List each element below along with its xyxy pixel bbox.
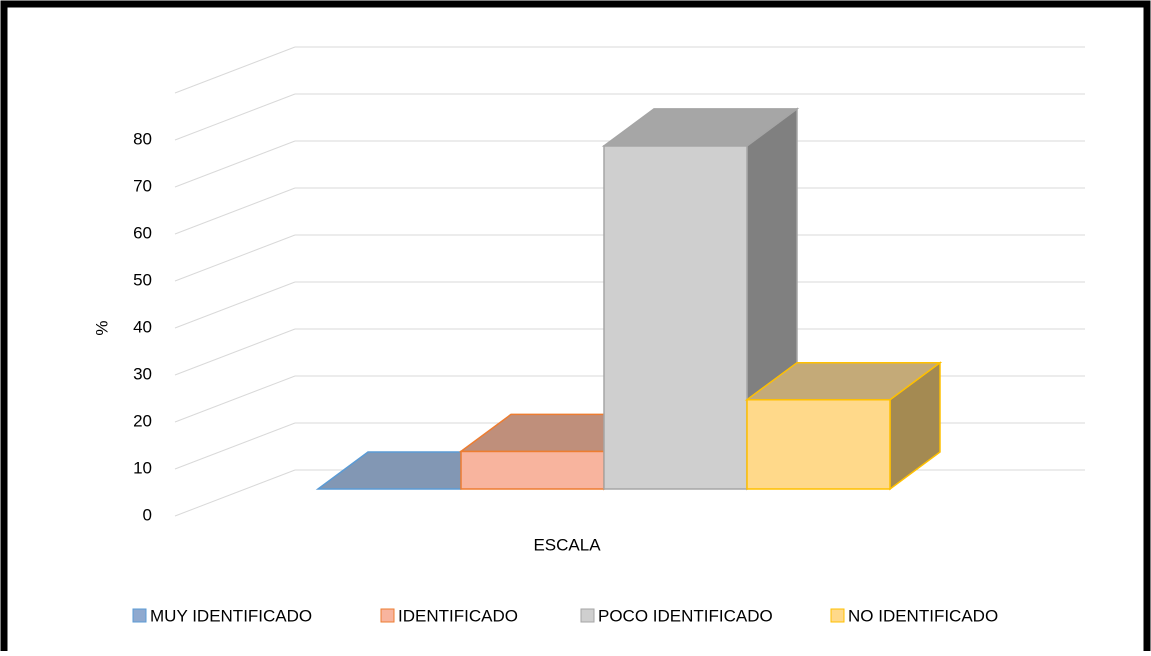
grid-line [174,187,296,235]
bar-front [460,450,605,490]
legend-label: IDENTIFICADO [398,606,518,625]
legend-swatch [830,608,845,623]
y-axis-label: % [92,320,111,335]
legend-label: NO IDENTIFICADO [848,606,998,625]
grid-line [174,140,296,188]
bar [601,107,800,491]
plot-top [174,46,296,94]
y-tick-label: 30 [133,364,152,383]
legend-swatch [132,608,147,623]
grid-line [174,281,296,329]
x-axis-label: ESCALA [533,535,601,554]
y-tick-label: 10 [133,458,152,477]
grid-line [174,375,296,423]
grid-line [174,93,296,141]
legend-swatch [380,608,395,623]
bar-front [603,145,748,490]
legend-label: POCO IDENTIFICADO [598,606,773,625]
y-tick-label: 20 [133,411,152,430]
y-tick-label: 50 [133,270,152,289]
legend-label: MUY IDENTIFICADO [150,606,312,625]
y-tick-label: 80 [133,129,152,148]
bar [744,361,943,491]
grid-line [174,422,296,470]
y-tick-label: 0 [143,505,152,524]
grid-line [174,328,296,376]
grid-line [174,234,296,282]
grid-line [174,469,296,517]
bar-front [746,398,891,490]
bar-top [601,108,800,147]
y-tick-label: 60 [133,223,152,242]
y-tick-label: 70 [133,176,152,195]
legend-swatch [580,608,595,623]
y-tick-label: 40 [133,317,152,336]
bar-top [744,361,943,401]
